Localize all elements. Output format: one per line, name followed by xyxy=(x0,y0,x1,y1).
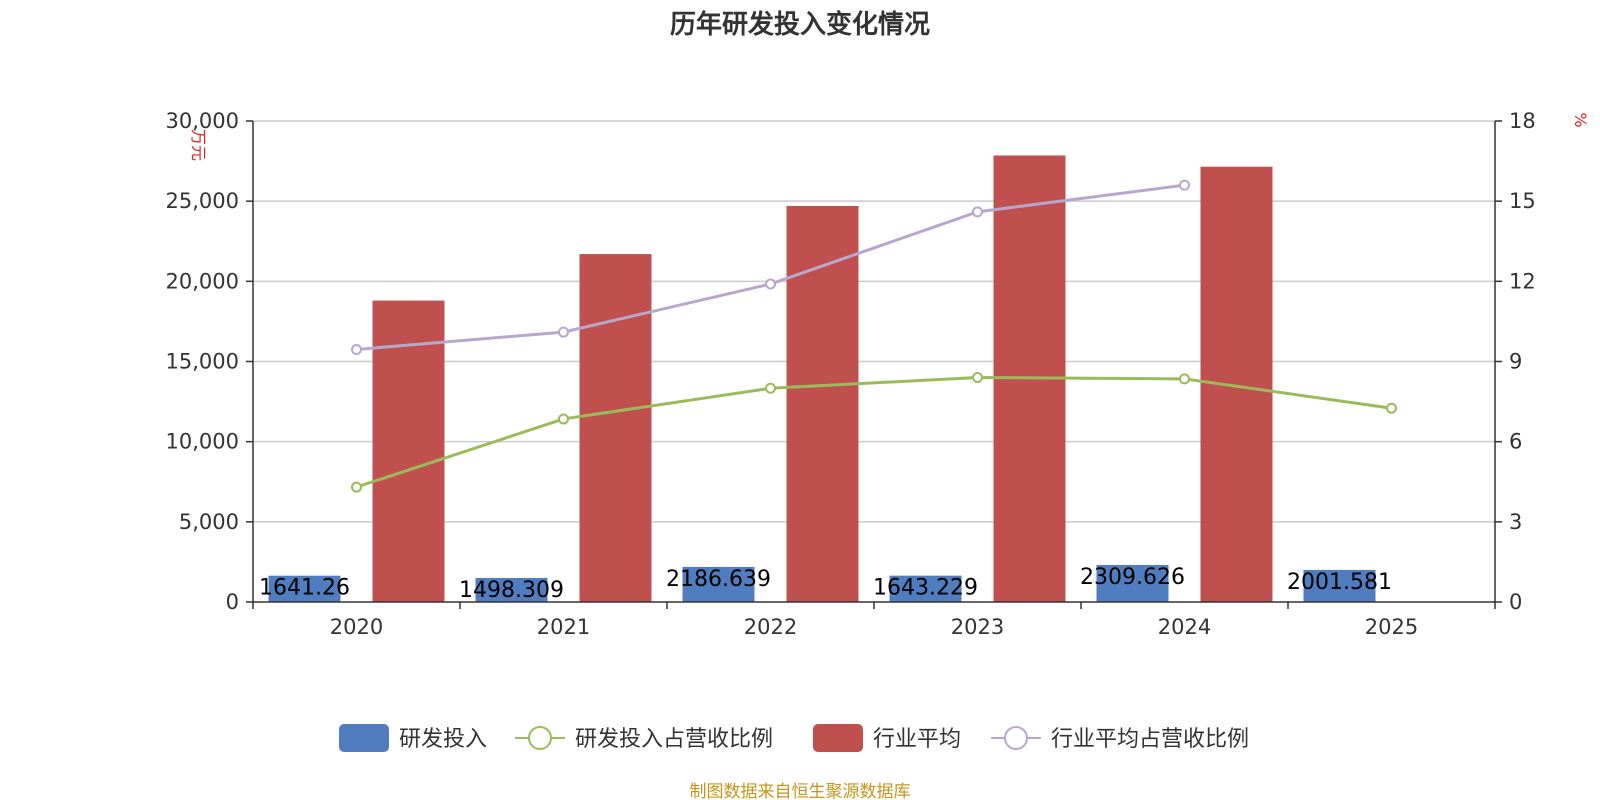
legend-swatch-行业平均 xyxy=(813,724,863,752)
axes: 0 5,000 10,000 15,000 20,000 25,000 30,000 0 3 6 9… xyxy=(166,109,1536,639)
legend-swatch-marker-研发投入占营收比例 xyxy=(528,726,552,750)
right-axis-tick-label: 6 xyxy=(1509,430,1522,454)
bar-研发投入-2024 xyxy=(1096,564,1169,602)
bars xyxy=(268,155,1376,602)
x-axis-tick-label: 2025 xyxy=(1365,615,1418,639)
left-axis-tick-label: 5,000 xyxy=(179,510,239,534)
line-point-行业平均占营收比例 xyxy=(558,326,569,338)
bar-行业平均-2020 xyxy=(372,300,445,602)
x-axis-tick-label: 2023 xyxy=(951,615,1004,639)
legend-label-研发投入占营收比例: 研发投入占营收比例 xyxy=(575,727,773,752)
right-axis-tick-label: 18 xyxy=(1509,109,1536,133)
right-axis-tick-label: 9 xyxy=(1509,350,1522,374)
bar-data-label: 2186.639 xyxy=(666,567,771,592)
bar-data-label: 2001.581 xyxy=(1287,570,1392,595)
line-point-研发投入占营收比例 xyxy=(351,481,362,493)
lines xyxy=(351,179,1397,493)
bar-data-label: 2309.626 xyxy=(1080,565,1185,590)
bar-研发投入-2020 xyxy=(268,575,341,602)
bar-研发投入-2025 xyxy=(1303,569,1376,602)
left-axis-tick-label: 10,000 xyxy=(166,430,239,454)
bar-研发投入-2021 xyxy=(475,577,548,602)
x-axis-tick-label: 2020 xyxy=(330,615,383,639)
left-axis-tick-label: 25,000 xyxy=(166,189,239,213)
right-axis-tick-label: 12 xyxy=(1509,269,1536,293)
line-point-行业平均占营收比例 xyxy=(765,278,776,290)
legend-swatch-研发投入 xyxy=(339,724,389,752)
bar-data-label: 1498.309 xyxy=(459,578,564,603)
x-axis-tick-label: 2024 xyxy=(1158,615,1211,639)
chart-title: 历年研发投入变化情况 xyxy=(670,9,930,40)
line-研发投入占营收比例 xyxy=(356,376,1392,489)
data-source-note: 制图数据来自恒生聚源数据库 xyxy=(690,782,911,800)
right-axis-tick-label: 0 xyxy=(1509,590,1522,614)
line-point-行业平均占营收比例 xyxy=(351,343,362,355)
line-point-研发投入占营收比例 xyxy=(558,413,569,425)
legend[interactable]: 研发投入 研发投入占营收比例 行业平均 行业平均占营收比例 xyxy=(339,724,1249,752)
legend-swatch-marker-行业平均占营收比例 xyxy=(1004,726,1028,750)
left-axis-unit: 万元 xyxy=(189,129,208,161)
right-axis-tick-label: 3 xyxy=(1509,510,1522,534)
bar-研发投入-2023 xyxy=(889,575,962,602)
left-axis-tick-label: 20,000 xyxy=(166,269,239,293)
right-axis-tick-label: 15 xyxy=(1509,189,1536,213)
left-axis-tick-label: 30,000 xyxy=(166,109,239,133)
line-point-行业平均占营收比例 xyxy=(1179,179,1190,191)
left-axis-tick-label: 0 xyxy=(226,590,239,614)
bar-data-label: 1641.26 xyxy=(259,576,350,601)
line-point-研发投入占营收比例 xyxy=(972,372,983,384)
bar-labels: 1641.26 1498.309 2186.639 1643.229 2309.626 2… xyxy=(259,565,1392,603)
legend-label-行业平均占营收比例: 行业平均占营收比例 xyxy=(1051,727,1249,752)
bar-行业平均-2021 xyxy=(579,254,652,602)
line-point-行业平均占营收比例 xyxy=(972,206,983,218)
bar-行业平均-2022 xyxy=(786,205,859,602)
line-point-研发投入占营收比例 xyxy=(1179,373,1190,385)
line-point-研发投入占营收比例 xyxy=(1386,402,1397,414)
legend-label-研发投入: 研发投入 xyxy=(399,727,487,752)
bar-行业平均-2024 xyxy=(1200,166,1273,602)
right-axis-unit: % xyxy=(1571,112,1590,127)
x-axis-tick-label: 2022 xyxy=(744,615,797,639)
legend-label-行业平均: 行业平均 xyxy=(873,727,961,752)
left-axis-tick-label: 15,000 xyxy=(166,350,239,374)
gridlines xyxy=(253,120,1495,523)
bar-data-label: 1643.229 xyxy=(873,576,978,601)
bar-研发投入-2022 xyxy=(682,566,755,602)
line-point-研发投入占营收比例 xyxy=(765,382,776,394)
x-axis-tick-label: 2021 xyxy=(537,615,590,639)
